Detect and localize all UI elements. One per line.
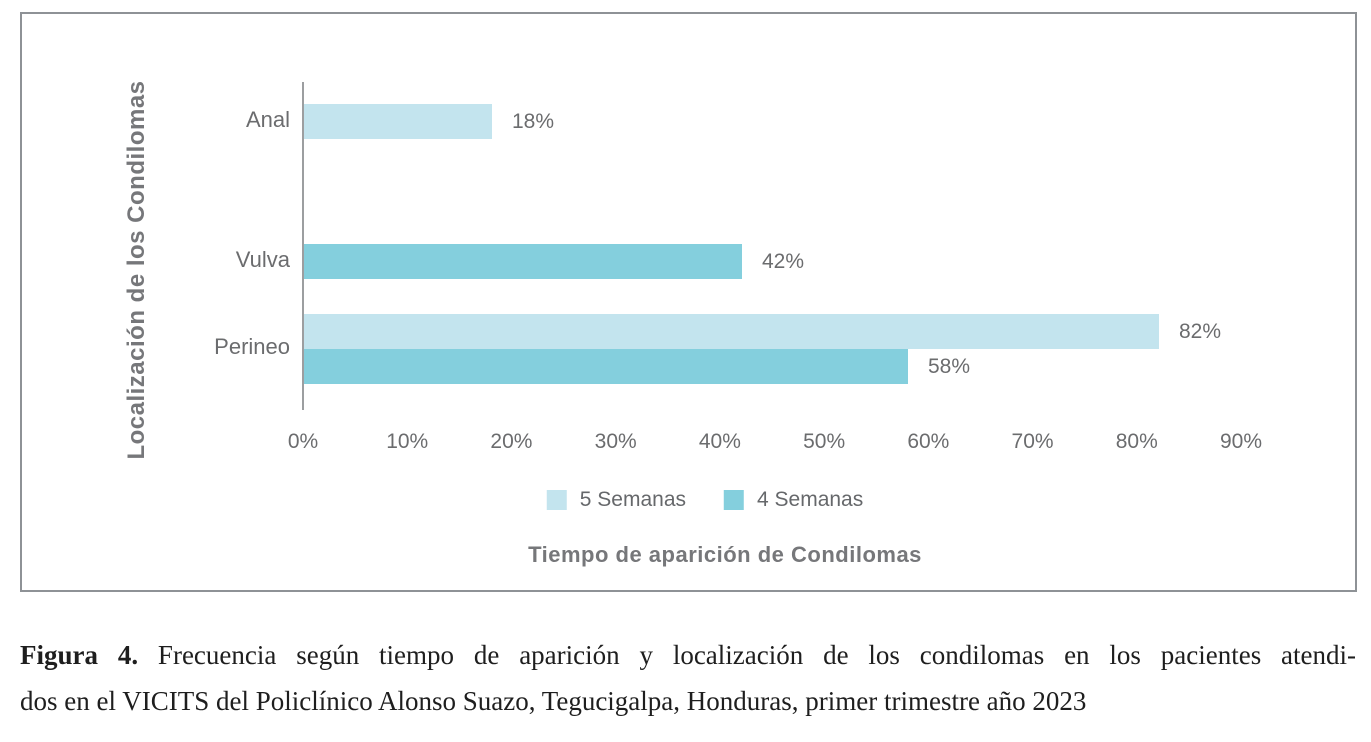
x-tick-label: 90% bbox=[1219, 430, 1263, 453]
y-axis-line bbox=[302, 82, 304, 410]
figure-caption: Figura 4. Frecuencia según tiempo de apa… bbox=[20, 632, 1356, 724]
x-tick-label: 70% bbox=[1011, 430, 1054, 453]
x-tick-label: 30% bbox=[594, 430, 637, 453]
x-tick-label: 10% bbox=[386, 430, 429, 453]
legend-swatch-4-semanas bbox=[724, 490, 744, 510]
category-label-anal: Anal bbox=[245, 107, 290, 132]
figure-number-label: Figura 4. bbox=[20, 640, 139, 670]
bar-value-label: 18% bbox=[512, 110, 555, 133]
caption-line-1: Figura 4. Frecuencia según tiempo de apa… bbox=[20, 632, 1356, 678]
bar-perineo-4-semanas bbox=[304, 349, 908, 384]
bar-value-label: 82% bbox=[1179, 320, 1222, 343]
bar-value-label: 42% bbox=[762, 250, 805, 273]
bar-anal-5-semanas bbox=[304, 104, 492, 139]
bar-vulva-4-semanas bbox=[304, 244, 742, 279]
caption-line-2: dos en el VICITS del Policlínico Alonso … bbox=[20, 686, 1087, 716]
bar-perineo-5-semanas bbox=[304, 314, 1159, 349]
x-axis-title: Tiempo de aparición de Condilomas bbox=[528, 542, 922, 567]
plot-area: 18% Anal 42% Vulva 82% 58% Perineo 0% 10% 20% 30% 4… bbox=[22, 14, 1355, 590]
legend-label: 5 Semanas bbox=[579, 488, 686, 511]
legend-label: 4 Semanas bbox=[757, 488, 864, 511]
x-tick-label: 80% bbox=[1115, 430, 1158, 453]
legend-item-4-semanas: 4 Semanas bbox=[724, 488, 863, 512]
legend: 5 Semanas 4 Semanas bbox=[546, 488, 863, 512]
x-tick-label: 60% bbox=[907, 430, 950, 453]
x-tick-label: 20% bbox=[490, 430, 533, 453]
category-label-vulva: Vulva bbox=[235, 247, 290, 272]
legend-item-5-semanas: 5 Semanas bbox=[546, 488, 686, 512]
chart-frame: Localización de los Condilomas 18% Anal 42… bbox=[20, 12, 1357, 592]
x-tick-label: 50% bbox=[803, 430, 846, 453]
x-tick-label: 40% bbox=[698, 430, 741, 453]
category-label-perineo: Perineo bbox=[214, 334, 290, 359]
caption-text-1: Frecuencia según tiempo de aparición y l… bbox=[138, 640, 1356, 670]
legend-swatch-5-semanas bbox=[546, 490, 567, 510]
x-tick-label: 0% bbox=[287, 430, 319, 453]
bar-value-label: 58% bbox=[928, 355, 971, 378]
